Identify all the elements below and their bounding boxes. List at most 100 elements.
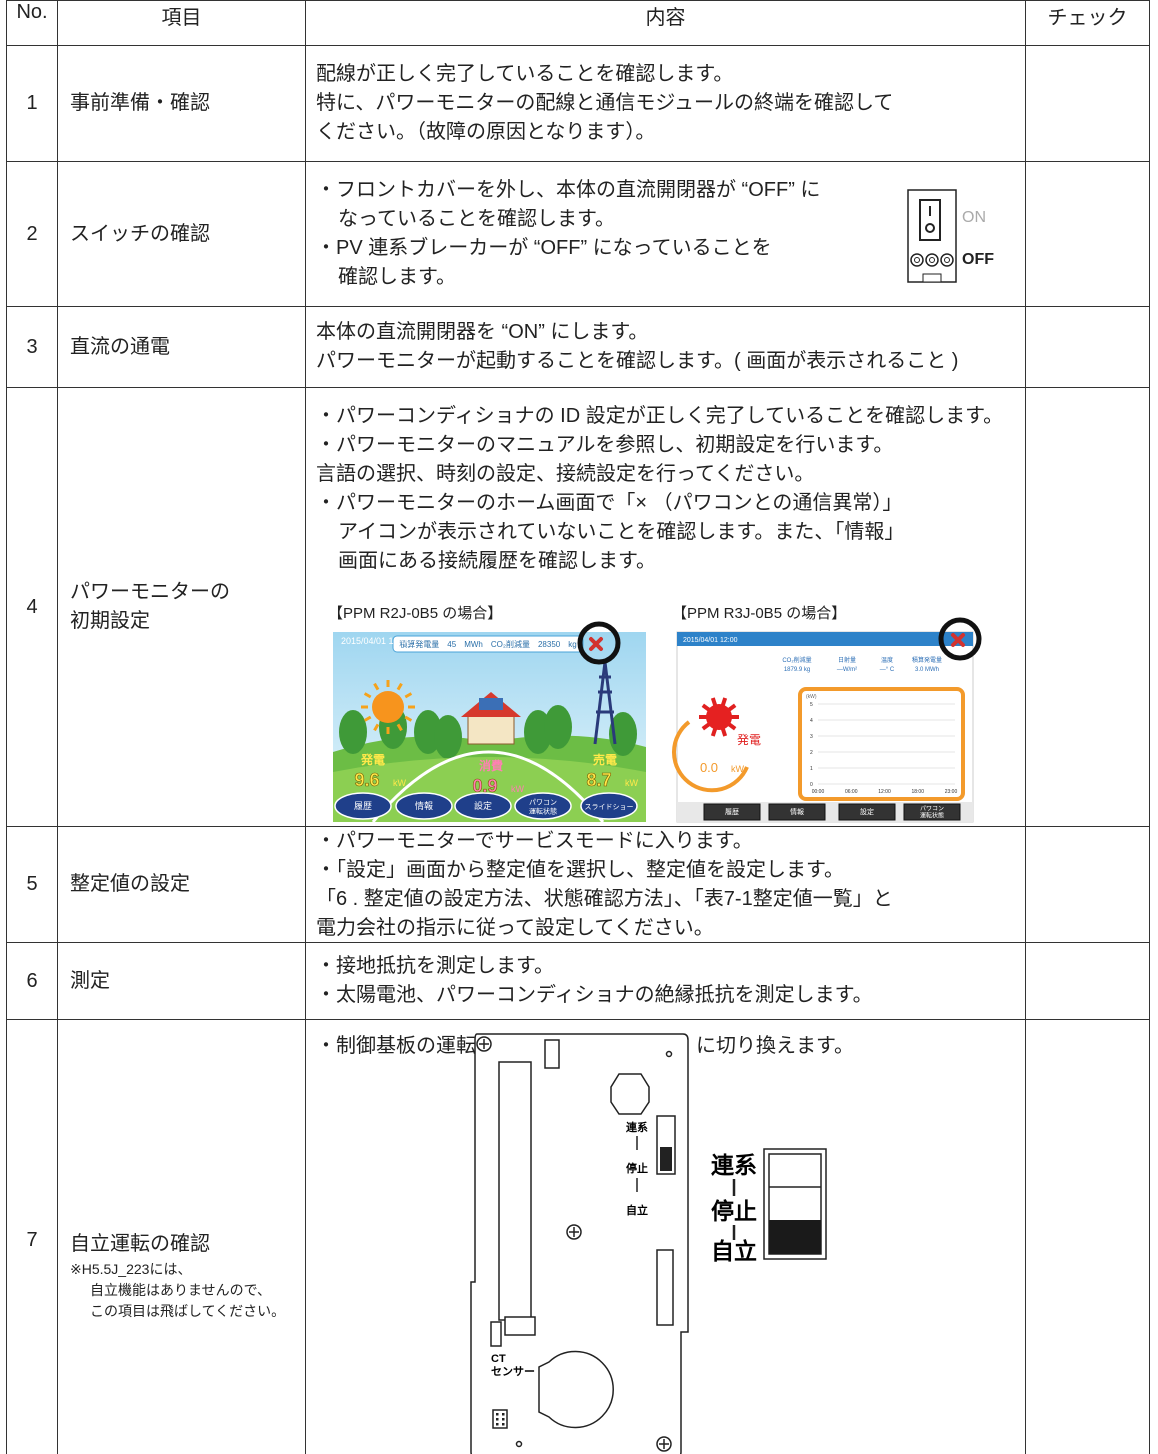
check-box (1026, 162, 1149, 306)
chart-ytick: 5 (810, 702, 813, 708)
row-number: 7 (26, 1229, 38, 1251)
stat-value: —° C (880, 667, 895, 673)
hole (515, 1440, 523, 1448)
column-header: 項目 (57, 0, 306, 46)
no-box: 4 (7, 388, 57, 826)
datetime: 2015/04/01 12:00 (683, 637, 738, 644)
content-text: 本体の直流開閉器を “ON” にします。 (316, 321, 649, 343)
power-value: 0.0 (700, 760, 718, 775)
power-unit: kW (731, 764, 745, 774)
gen-arc (671, 720, 749, 793)
sun-ray (710, 727, 718, 737)
content-text: ・「設定」画面から整定値を選択し、整定値を設定します。 (316, 858, 844, 881)
power-value: 8.7 (586, 770, 611, 790)
connector (544, 1039, 560, 1069)
content-text: アイコンが表示されていないことを確認します。また、「情報」 (338, 521, 905, 543)
content-box: 配線が正しく完了していることを確認します。 特に、パワーモニターの配線と通信モジュ… (306, 46, 1025, 161)
tree (339, 710, 367, 754)
highlight-ring (938, 617, 982, 661)
ct-jack (490, 1321, 502, 1347)
content-text: パワーモニターが起動することを確認します。( 画面が表示されること ) (316, 350, 959, 372)
switch-foot (922, 273, 942, 283)
sun-ray (363, 692, 372, 699)
content-text: ・パワーコンディショナの ID 設定が正しく完了していることを確認します。 (316, 405, 1004, 427)
menu-button-text: 運転状態 (529, 807, 557, 816)
sun-ray (720, 727, 728, 737)
row-number: 2 (26, 222, 38, 245)
checklist-table: No. 項目 内容 チェック 1 事前準備・確認 配線が正しく完了していることを確認します… (6, 0, 1150, 1454)
column-header: 内容 (305, 0, 1026, 46)
item-box: 測定 (58, 943, 305, 1019)
chart-ytick: 1 (810, 766, 813, 772)
no-cell: 1 (6, 45, 58, 162)
stat-label: 温度 (881, 656, 893, 664)
item-note: ※H5.5J_223には、 (70, 1260, 192, 1277)
menu-button (580, 792, 638, 820)
tree (609, 712, 637, 756)
menu-button-text: 設定 (474, 800, 492, 811)
content-cell: ・接地抵抗を測定します。 ・太陽電池、パワーコンディショナの絶縁抵抗を測定します。 (305, 942, 1026, 1020)
switch-label-large: 停止 (711, 1198, 757, 1224)
no-cell: 3 (6, 306, 58, 388)
pin (496, 1418, 499, 1421)
table-row: 5 整定値の設定 ・パワーモニターでサービスモードに入ります。 ・「設定」画面から整定… (6, 826, 1150, 943)
sun-ray (720, 697, 728, 707)
item-cell: 整定値の設定 (57, 826, 306, 943)
off-label: OFF (962, 251, 994, 268)
header-bar (677, 632, 973, 646)
sun-ray (710, 697, 718, 707)
menu-button-text: 履歴 (354, 801, 372, 811)
menu-button-text: 運転状態 (920, 812, 944, 820)
switch-label-large: 連系 (711, 1152, 757, 1178)
menu-button-text: スライドショー (585, 803, 634, 811)
terminal (925, 253, 939, 267)
check-box (1026, 307, 1149, 387)
content-text: 言語の選択、時刻の設定、接続設定を行ってください。 (316, 463, 815, 485)
table-body: 1 事前準備・確認 配線が正しく完了していることを確認します。 特に、パワーモニターの… (6, 45, 1150, 1454)
switch-label: 停止 (626, 1161, 648, 1175)
banner-text: 積算発電量 45 MWh CO₂削減量 28350 kg (399, 639, 576, 649)
item-box: 整定値の設定 (58, 827, 305, 942)
item-text: スイッチの確認 (70, 222, 210, 245)
banner (392, 635, 584, 653)
stat-label: CO₂削減量 (782, 656, 811, 664)
power-label: 発電 (360, 752, 385, 767)
switch-label: 連系 (626, 1120, 648, 1134)
highlight-ring (577, 621, 621, 665)
item-cell: パワーモニターの 初期設定 (57, 387, 306, 827)
power-unit: kW (625, 778, 639, 788)
item-cell: スイッチの確認 (57, 161, 306, 307)
screw (659, 1439, 669, 1449)
pin (502, 1418, 505, 1421)
item-text: 初期設定 (70, 610, 150, 632)
screen-caption: 【PPM R3J-0B5 の場合】 (672, 605, 847, 622)
menu-button (838, 803, 896, 821)
sun-ray (701, 703, 711, 712)
content-cell: 配線が正しく完了していることを確認します。 特に、パワーモニターの配線と通信モジュ… (305, 45, 1026, 162)
power-label: 消費 (479, 758, 503, 773)
no-box: 7 (7, 1020, 57, 1454)
item-cell: 自立運転の確認 ※H5.5J_223には、 自立機能はありませんので、 この項目は飛ば… (57, 1019, 306, 1454)
check-cell (1025, 942, 1150, 1020)
error-icon (951, 633, 965, 647)
check-cell (1025, 387, 1150, 827)
chart-ytick: 2 (810, 750, 813, 756)
item-cell: 測定 (57, 942, 306, 1020)
check-box (1026, 827, 1149, 942)
content-cell: ・パワーコンディショナの ID 設定が正しく完了していることを確認します。 ・パワ… (305, 387, 1026, 827)
datetime: 2015/04/01 12:00 (341, 636, 411, 646)
check-cell (1025, 161, 1150, 307)
sun-ray (727, 703, 737, 712)
content-text: 確認します。 (338, 266, 456, 288)
item-text: 直流の通電 (70, 335, 170, 358)
content-box: 本体の直流開閉器を “ON” にします。パワーモニターが起動することを確認します… (306, 307, 1025, 387)
no-cell: 4 (6, 387, 58, 827)
item-box: 自立運転の確認 ※H5.5J_223には、 自立機能はありませんので、 この項目は飛ば… (58, 1020, 305, 1454)
sun-ray (404, 692, 413, 699)
stat-value: 3.0 MWh (915, 667, 939, 673)
row-number: 5 (26, 873, 38, 895)
pin-header (492, 1409, 508, 1429)
